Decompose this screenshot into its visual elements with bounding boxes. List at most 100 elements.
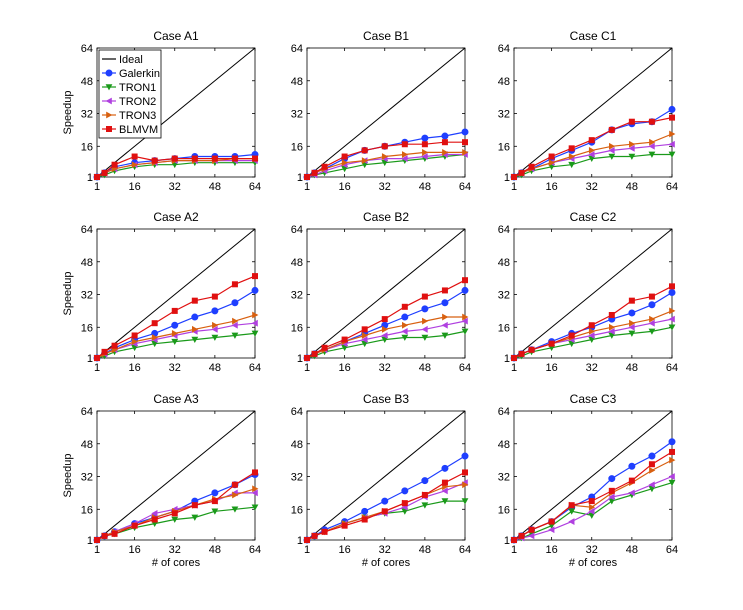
legend-box <box>98 49 162 139</box>
y-tick-label: 64 <box>498 43 510 55</box>
subplot-title: Case B2 <box>363 210 409 224</box>
data-point-tron2 <box>648 142 655 150</box>
data-point-tron1 <box>341 166 349 173</box>
data-point-tron3 <box>402 321 409 329</box>
data-point-blmvm <box>588 137 595 144</box>
data-point-galerkin <box>191 313 199 321</box>
data-point-galerkin <box>628 309 636 317</box>
data-point-tron3 <box>131 338 139 346</box>
x-tick-label: 48 <box>626 544 638 556</box>
data-point-tron2 <box>588 151 595 158</box>
data-point-tron1 <box>648 151 656 158</box>
x-tick-label: 32 <box>169 544 181 556</box>
data-point-tron1 <box>588 512 596 519</box>
data-point-blmvm <box>518 350 525 357</box>
data-point-tron1 <box>361 161 369 169</box>
data-point-galerkin <box>421 305 429 313</box>
data-point-tron1 <box>668 324 676 331</box>
data-point-galerkin <box>668 105 676 113</box>
data-point-galerkin <box>668 288 676 296</box>
y-tick-label: 16 <box>498 322 510 334</box>
data-point-tron1 <box>668 151 676 158</box>
series-line-blmvm <box>306 141 465 178</box>
x-tick-label: 64 <box>666 362 678 374</box>
data-point-blmvm <box>321 528 328 535</box>
data-point-tron1 <box>628 153 636 160</box>
data-point-blmvm <box>421 141 428 148</box>
series-line-ideal <box>513 228 673 359</box>
data-point-galerkin <box>461 128 469 136</box>
data-point-blmvm <box>648 461 655 468</box>
y-tick-label: 32 <box>498 472 510 484</box>
data-point-galerkin <box>231 299 239 307</box>
data-point-tron2 <box>588 507 595 515</box>
data-point-tron3 <box>588 327 596 335</box>
data-point-tron1 <box>211 508 219 515</box>
y-tick-label: 48 <box>291 439 303 451</box>
y-tick-label: 16 <box>291 141 303 153</box>
data-point-tron2 <box>628 323 635 331</box>
series-line-ideal <box>513 410 673 541</box>
data-point-blmvm <box>191 155 198 162</box>
data-point-tron3 <box>361 157 369 165</box>
data-point-tron2 <box>608 327 615 335</box>
x-tick-label: 16 <box>128 544 140 556</box>
data-point-tron1 <box>231 506 239 513</box>
series-line-tron1 <box>513 326 673 359</box>
data-point-blmvm <box>648 118 655 125</box>
data-point-blmvm <box>441 479 448 486</box>
subplot-case-a2: Case A2 1 16 32 48 64 1 16 32 48 64 Speedup <box>62 210 261 374</box>
data-point-blmvm <box>101 532 108 539</box>
data-point-blmvm <box>518 532 525 539</box>
data-point-blmvm <box>111 530 118 537</box>
subplot-case-a1: Case A1 1 16 32 48 64 1 16 32 48 64 Speedup Ideal Gal… <box>62 29 261 193</box>
y-tick-label: 48 <box>81 257 93 269</box>
legend-marker <box>106 126 112 132</box>
subplot-title: Case C2 <box>570 210 617 224</box>
data-point-blmvm <box>311 350 318 357</box>
data-point-tron3 <box>252 311 259 319</box>
x-tick-label: 32 <box>586 544 598 556</box>
series-line-tron1 <box>96 332 256 359</box>
data-point-blmvm <box>462 469 468 476</box>
x-tick-label: 64 <box>459 181 471 193</box>
y-tick-label: 48 <box>81 439 93 451</box>
data-point-blmvm <box>511 174 517 180</box>
series-line-tron2 <box>306 153 465 178</box>
data-point-tron2 <box>628 489 635 497</box>
y-tick-label: 1 <box>297 535 303 547</box>
y-tick-label: 48 <box>498 439 510 451</box>
data-point-tron2 <box>421 153 428 160</box>
data-point-galerkin <box>461 286 469 294</box>
y-tick-label: 32 <box>291 109 303 121</box>
series-line-blmvm <box>306 279 466 359</box>
y-tick-label: 1 <box>87 172 93 184</box>
y-tick-label: 1 <box>504 535 510 547</box>
data-point-tron3 <box>381 325 389 333</box>
data-point-blmvm <box>321 163 328 170</box>
data-point-tron2 <box>251 489 258 497</box>
data-point-blmvm <box>151 320 158 327</box>
x-tick-label: 1 <box>511 544 517 556</box>
data-point-tron2 <box>401 327 408 335</box>
data-point-tron2 <box>668 473 675 480</box>
y-tick-label: 48 <box>498 76 510 88</box>
data-point-tron2 <box>251 319 258 327</box>
axes-box <box>306 47 466 178</box>
data-point-blmvm <box>421 491 428 498</box>
series-line-ideal <box>306 228 466 359</box>
data-point-tron1 <box>441 332 449 339</box>
data-point-tron3 <box>341 159 349 167</box>
data-point-tron1 <box>588 336 596 343</box>
data-point-blmvm <box>111 342 118 349</box>
data-point-galerkin <box>401 487 409 495</box>
data-point-tron3 <box>252 485 259 493</box>
data-point-blmvm <box>341 153 348 160</box>
subplot-case-c3: Case C3 1 16 32 48 64 1 16 32 48 64 # of cores <box>498 392 678 569</box>
data-point-galerkin <box>628 462 636 470</box>
data-point-blmvm <box>381 508 388 515</box>
y-tick-label: 64 <box>291 43 303 55</box>
x-tick-label: 48 <box>626 362 638 374</box>
legend-marker <box>105 97 112 105</box>
data-point-tron1 <box>251 504 259 511</box>
